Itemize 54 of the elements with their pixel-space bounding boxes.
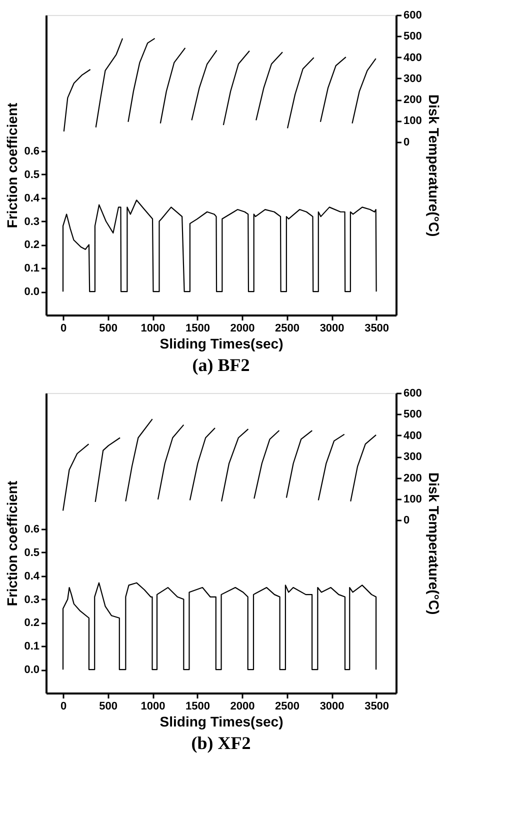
y2-tick-label: 0	[404, 136, 410, 148]
y-tick-label: 0.4	[24, 192, 40, 204]
x-axis-title: Sliding Times(sec)	[160, 714, 284, 730]
x-tick-label: 3000	[320, 322, 344, 334]
text: (b) XF2	[191, 733, 251, 753]
y-tick-label: 0.0	[24, 286, 40, 298]
y-tick-label: 0.0	[24, 664, 40, 676]
y-tick-label: 0.1	[24, 262, 40, 275]
x-axis-title: Sliding Times(sec)	[160, 336, 284, 352]
y-tick-label: 0.3	[24, 594, 40, 606]
y-tick-label: 0.3	[24, 216, 40, 228]
y2-tick-label: 300	[404, 451, 422, 464]
line-series	[62, 200, 377, 292]
y-tick-label: 0.2	[24, 617, 40, 630]
x-tick-label: 1000	[140, 322, 166, 334]
x-tick-label: 2500	[275, 700, 300, 712]
y-tick-label: 0.1	[24, 640, 40, 653]
y2-tick-label: 0	[404, 514, 410, 527]
x-tick-label: 1000	[140, 700, 166, 712]
x-tick-label: 2500	[275, 322, 300, 334]
line-series	[62, 582, 377, 670]
x-tick-label: 3500	[364, 700, 390, 712]
x-tick-label: 3500	[364, 322, 390, 334]
y-axis-title: Friction coefficient	[4, 480, 20, 606]
x-tick-label: 2000	[230, 322, 255, 334]
x-tick-label: 1500	[186, 322, 210, 334]
y2-axis-title: Disk Temperature(°C)	[426, 94, 442, 237]
y2-tick-label: 400	[404, 430, 422, 442]
y-tick-label: 0.4	[24, 570, 40, 582]
y2-tick-label: 300	[404, 72, 422, 85]
x-tick-label: 0	[60, 322, 67, 334]
y2-tick-label: 600	[404, 10, 422, 22]
y-tick-label: 0.6	[24, 523, 40, 536]
y2-tick-label: 500	[404, 30, 422, 43]
y-tick-label: 0.2	[24, 239, 40, 252]
text: (a) BF2	[192, 355, 250, 375]
y-tick-label: 0.5	[24, 546, 40, 559]
x-tick-label: 500	[99, 700, 118, 712]
y-tick-label: 0.6	[24, 145, 40, 158]
x-tick-label: 1500	[186, 700, 210, 712]
y2-tick-label: 600	[404, 388, 422, 400]
y2-tick-label: 200	[404, 472, 422, 484]
y2-tick-label: 500	[404, 408, 422, 421]
y2-axis-title: Disk Temperature(°C)	[426, 472, 442, 615]
x-tick-label: 0	[60, 700, 67, 712]
y2-tick-label: 100	[404, 494, 422, 506]
y2-tick-label: 400	[404, 52, 422, 64]
x-tick-label: 500	[99, 322, 118, 334]
y2-tick-label: 100	[404, 115, 422, 128]
y-axis-title: Friction coefficient	[4, 102, 20, 228]
y2-tick-label: 200	[404, 94, 422, 106]
y-tick-label: 0.5	[24, 168, 40, 181]
x-tick-label: 3000	[320, 700, 344, 712]
x-tick-label: 2000	[230, 700, 255, 712]
